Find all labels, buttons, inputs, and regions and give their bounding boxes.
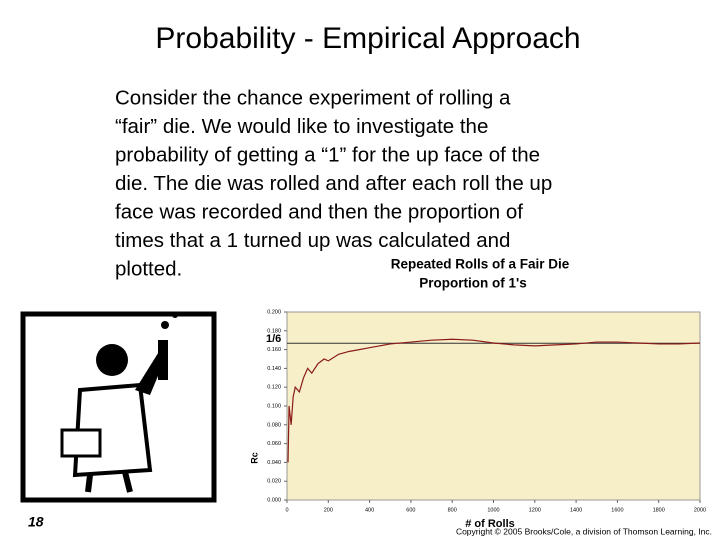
- y-tick-label: 0.120: [267, 385, 281, 391]
- reference-label: 1/6: [266, 333, 281, 345]
- body-text: Consider the chance experiment of rollin…: [115, 86, 552, 280]
- x-tick-label: 1000: [487, 507, 499, 513]
- page-number: 18: [28, 514, 44, 530]
- bubble: [172, 312, 178, 318]
- x-tick-label: 2000: [694, 507, 706, 513]
- x-tick-label: 400: [365, 507, 374, 513]
- y-tick-label: 0.200: [267, 309, 281, 315]
- x-tick-label: 600: [406, 507, 415, 513]
- x-tick-label: 800: [448, 507, 457, 513]
- x-tick-label: 200: [324, 507, 333, 513]
- body-line: times that a 1 turned up was calculated …: [115, 229, 510, 252]
- body-line: plotted.: [115, 257, 182, 280]
- body-line: face was recorded and then the proportio…: [115, 200, 523, 223]
- y-tick-label: 0.160: [267, 347, 281, 353]
- slide-title: Probability - Empirical Approach: [155, 22, 580, 55]
- copyright: Copyright © 2005 Brooks/Cole, a division…: [456, 526, 712, 536]
- body-line: “fair” die. We would like to investigate…: [115, 115, 488, 138]
- x-axis-label: # of Rolls: [465, 518, 515, 530]
- clipboard: [60, 428, 102, 458]
- bubble: [161, 321, 169, 329]
- x-tick-label: 1200: [529, 507, 541, 513]
- y-tick-label: 0.100: [267, 403, 281, 409]
- x-tick-label: 1600: [611, 507, 623, 513]
- chart-subtitle: Proportion of 1's: [419, 276, 526, 291]
- data-line: [287, 338, 701, 463]
- y-axis-label: Rc: [249, 452, 259, 464]
- body-line: die. The die was rolled and after each r…: [115, 172, 552, 195]
- body-line: probability of getting a “1” for the up …: [115, 143, 540, 166]
- y-tick-label: 0.060: [267, 441, 281, 447]
- y-tick-label: 0.040: [267, 460, 281, 466]
- y-tick-label: 0.140: [267, 366, 281, 372]
- clipart: [20, 311, 217, 503]
- y-tick-label: 0.080: [267, 422, 281, 428]
- legs: [85, 471, 133, 493]
- x-tick-label: 0: [285, 507, 288, 513]
- body-line: Consider the chance experiment of rollin…: [115, 86, 511, 109]
- x-tick-label: 1400: [570, 507, 582, 513]
- y-tick-label: 0.180: [267, 328, 281, 334]
- head: [96, 344, 128, 376]
- flask: [158, 340, 168, 380]
- y-tick-label: 0.000: [267, 497, 281, 503]
- chart: Repeated Rolls of a Fair Die Proportion o…: [249, 257, 706, 530]
- plot-area: [286, 311, 701, 501]
- chart-title: Repeated Rolls of a Fair Die: [391, 257, 570, 272]
- y-tick-label: 0.020: [267, 479, 281, 485]
- x-tick-label: 1800: [653, 507, 665, 513]
